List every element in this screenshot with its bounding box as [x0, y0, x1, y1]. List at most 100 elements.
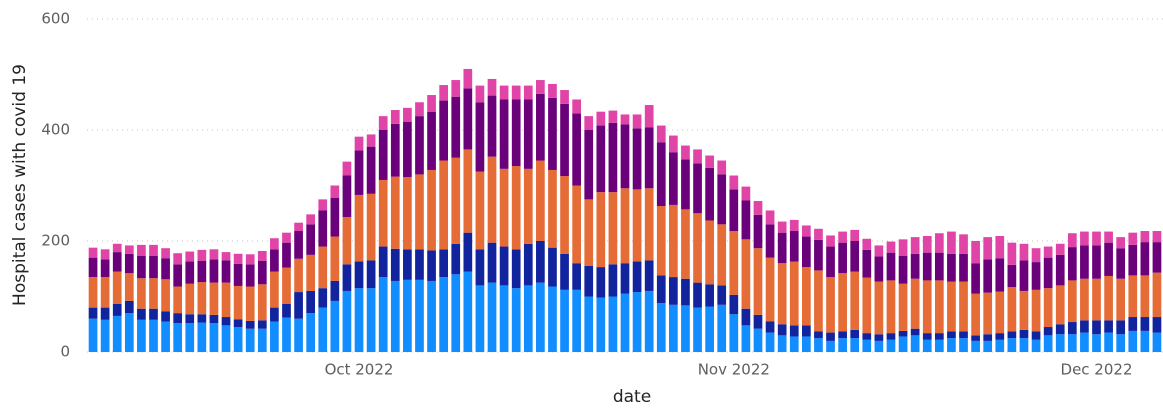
bar-segment: [1043, 246, 1053, 258]
bar-segment: [632, 128, 642, 190]
bar-segment: [330, 236, 340, 281]
bar-segment: [403, 121, 412, 178]
bar-segment: [112, 271, 122, 304]
bar-segment: [874, 256, 884, 282]
bar-segment: [1140, 242, 1150, 276]
bar-segment: [729, 314, 739, 352]
bar-segment: [1104, 320, 1113, 333]
bar-segment: [910, 328, 920, 336]
bar-segment: [354, 261, 364, 289]
bar-segment: [173, 286, 183, 314]
bar-segment: [826, 235, 835, 247]
bar-segment: [330, 185, 340, 198]
bar-segment: [705, 220, 714, 285]
bar-segment: [427, 169, 436, 251]
y-tick-label: 0: [60, 343, 70, 361]
bar-segment: [1019, 338, 1029, 352]
bar-segment: [124, 313, 134, 352]
bar-segment: [947, 231, 956, 254]
bar-segment: [487, 282, 497, 352]
bar-segment: [862, 339, 872, 352]
bar-segment: [741, 200, 751, 240]
bar-segment: [124, 253, 134, 274]
bar-segment: [100, 307, 110, 320]
bar-segment: [245, 254, 255, 265]
bar-segment: [100, 319, 110, 352]
bar-segment: [197, 314, 207, 323]
bar-segment: [1116, 237, 1126, 249]
bar-segment: [463, 88, 473, 150]
bar-segment: [620, 188, 630, 264]
bar-segment: [306, 254, 316, 291]
bar-segment: [499, 168, 509, 247]
bar-segment: [1128, 275, 1138, 318]
bar-segment: [185, 323, 195, 352]
bar-segment: [1007, 287, 1017, 332]
bar-segment: [294, 318, 303, 352]
bar-segment: [898, 330, 908, 337]
bar-segment: [632, 261, 642, 293]
bar-segment: [693, 149, 702, 164]
bar-segment: [1067, 322, 1077, 335]
bar-segment: [209, 259, 219, 283]
bar-segment: [886, 333, 896, 340]
bar-segment: [838, 231, 847, 243]
bar-segment: [560, 176, 569, 254]
bar-segment: [112, 243, 122, 253]
bar-segment: [596, 267, 606, 298]
bar-segment: [838, 331, 847, 339]
bar-segment: [1092, 320, 1101, 335]
bar-segment: [995, 291, 1005, 334]
bar-segment: [862, 249, 872, 278]
bar-segment: [1116, 320, 1126, 335]
x-tick-label: Dec 2022: [1061, 361, 1133, 379]
bar-segment: [995, 339, 1005, 352]
bar-segment: [511, 249, 521, 289]
bar-segment: [209, 323, 219, 352]
bar-segment: [378, 246, 388, 278]
bar-segment: [221, 282, 231, 318]
bar-segment: [536, 282, 545, 352]
bar-segment: [620, 293, 630, 352]
bar-segment: [475, 85, 485, 103]
bar-segment: [366, 146, 376, 194]
bar-segment: [681, 209, 690, 279]
bar-segment: [1104, 242, 1113, 276]
bar-segment: [233, 253, 243, 264]
bar-segment: [922, 280, 932, 334]
bar-segment: [1092, 245, 1101, 279]
bar-segment: [789, 231, 799, 262]
bar-segment: [173, 264, 183, 287]
bar-segment: [874, 245, 884, 257]
bar-segment: [753, 201, 763, 215]
bar-segment: [705, 155, 714, 168]
bar-segment: [814, 331, 823, 339]
bar-segment: [112, 252, 122, 272]
bar-segment: [100, 249, 110, 260]
bar-segment: [318, 307, 328, 352]
bar-segment: [294, 231, 303, 259]
bar-segment: [427, 280, 436, 352]
bar-segment: [149, 255, 158, 279]
bar-segment: [403, 107, 412, 122]
bar-segment: [1128, 317, 1138, 331]
y-axis-title: Hospital cases with covid 19: [10, 64, 30, 306]
bar-segment: [403, 279, 412, 352]
bar-segment: [282, 242, 291, 268]
bar-segment: [439, 85, 449, 101]
bar-segment: [1152, 242, 1162, 273]
bar-segment: [499, 246, 509, 286]
bar-segment: [874, 281, 884, 335]
bar-segment: [330, 197, 340, 237]
bar-segment: [342, 290, 352, 352]
bar-segment: [499, 99, 509, 169]
bar-segment: [705, 284, 714, 307]
bar-segment: [378, 130, 388, 180]
bar-segment: [511, 99, 521, 167]
bar-segment: [753, 328, 763, 352]
bar-segment: [536, 80, 545, 94]
bar-segment: [221, 252, 231, 261]
bar-segment: [523, 85, 533, 100]
bar-segment: [729, 189, 739, 232]
bar-segment: [1104, 275, 1113, 321]
